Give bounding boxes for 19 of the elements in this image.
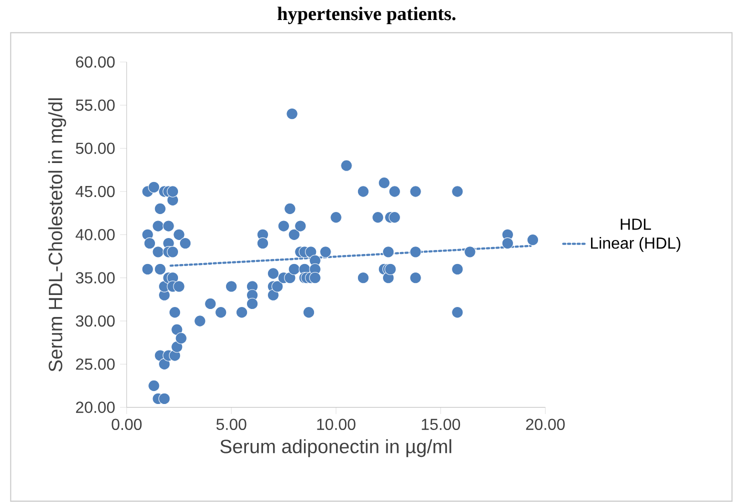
y-axis-title: Serum HDL-Cholestetol in mg/dl (48, 98, 66, 372)
x-axis-title: Serum adiponectin in µg/ml (220, 439, 452, 458)
y-tick-label: 55.00 (76, 100, 115, 111)
x-tick-label: 10.00 (317, 418, 356, 430)
y-tick-label: 30.00 (76, 315, 115, 327)
x-tick-label: 20.00 (526, 418, 565, 430)
x-tick-label: 15.00 (422, 418, 460, 430)
y-tick-label: 35.00 (76, 272, 115, 284)
x-tick-label: 0.00 (112, 418, 142, 430)
x-tick-label: 5.00 (216, 418, 246, 430)
y-tick-label: 20.00 (76, 402, 115, 413)
text: HDL (620, 218, 651, 230)
y-tick-label: 50.00 (76, 142, 115, 154)
y-tick-label: 40.00 (76, 229, 115, 240)
y-tick-label: 25.00 (76, 358, 115, 370)
y-tick-label: 45.00 (76, 186, 115, 198)
chart-title: hypertensive patients. (278, 6, 456, 24)
legend-label: Linear (HDL) (591, 237, 680, 252)
y-tick-label: 60.00 (76, 56, 115, 68)
